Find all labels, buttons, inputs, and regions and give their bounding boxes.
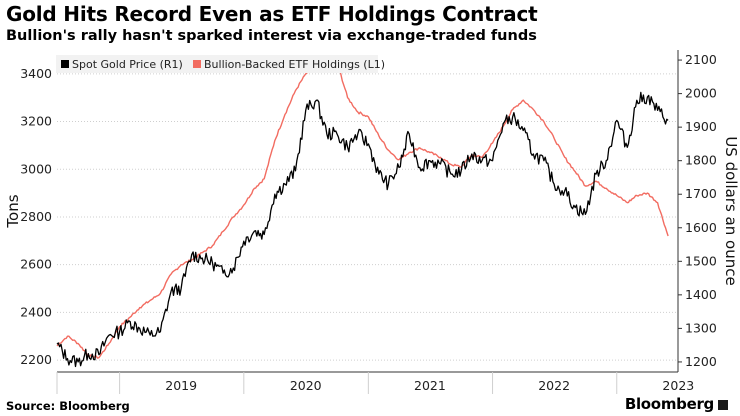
y-left-tick-label: 3400 — [20, 66, 52, 81]
legend-swatch-etf — [193, 60, 201, 68]
y-left-tick-label: 2800 — [20, 209, 52, 224]
y-right-tick-label: 1500 — [685, 253, 717, 268]
y-left-tick-label: 2400 — [20, 304, 52, 319]
y-right-tick-label: 1800 — [685, 153, 717, 168]
y-right-tick-label: 1200 — [685, 354, 717, 369]
legend-swatch-gold — [61, 60, 69, 68]
x-tick-label: 2019 — [165, 378, 197, 393]
x-axis-ticks: 2019 2020 2021 2022 2023 — [56, 371, 694, 394]
legend-label-gold: Spot Gold Price (R1) — [72, 58, 183, 71]
y-right-tick-label: 1900 — [685, 119, 717, 134]
brand-logo: Bloomberg — [624, 395, 714, 413]
line-gold-price — [56, 91, 669, 368]
x-tick-label: 2021 — [414, 378, 446, 393]
y-right-tick-label: 1300 — [685, 320, 717, 335]
legend-background — [56, 55, 378, 73]
chart-title: Gold Hits Record Even as ETF Holdings Co… — [6, 2, 538, 26]
y-left-tick-label: 2200 — [20, 352, 52, 367]
y-axis-label-right: US dollars an ounce — [722, 136, 740, 285]
y-right-tick-label: 1600 — [685, 220, 717, 235]
x-tick-label: 2023 — [662, 378, 694, 393]
y-right-tick-label: 1700 — [685, 186, 717, 201]
y-right-tick-label: 2000 — [685, 86, 717, 101]
right-axis-ticks: 1200 1300 1400 1500 1600 1700 1800 1900 2000 2100 — [677, 50, 717, 372]
y-left-tick-label: 2600 — [20, 257, 52, 272]
x-tick-label: 2022 — [538, 378, 570, 393]
x-tick-label: 2020 — [290, 378, 322, 393]
brand-mark-icon — [718, 400, 728, 410]
y-left-tick-label: 3200 — [20, 114, 52, 129]
y-axis-label-left: Tons — [4, 194, 22, 228]
series-etf-holdings — [56, 58, 669, 359]
series-gold-price — [56, 91, 669, 368]
legend: Spot Gold Price (R1) Bullion-Backed ETF … — [56, 55, 385, 73]
line-etf-holdings — [56, 58, 669, 359]
y-right-tick-label: 2100 — [685, 52, 717, 67]
y-right-tick-label: 1400 — [685, 287, 717, 302]
left-axis-ticks: 2200 2400 2600 2800 3000 3200 3400 — [20, 66, 52, 367]
y-left-tick-label: 3000 — [20, 161, 52, 176]
source-note: Source: Bloomberg — [6, 399, 130, 413]
legend-label-etf: Bullion-Backed ETF Holdings (L1) — [204, 58, 385, 71]
chart-subtitle: Bullion's rally hasn't sparked interest … — [6, 28, 537, 44]
